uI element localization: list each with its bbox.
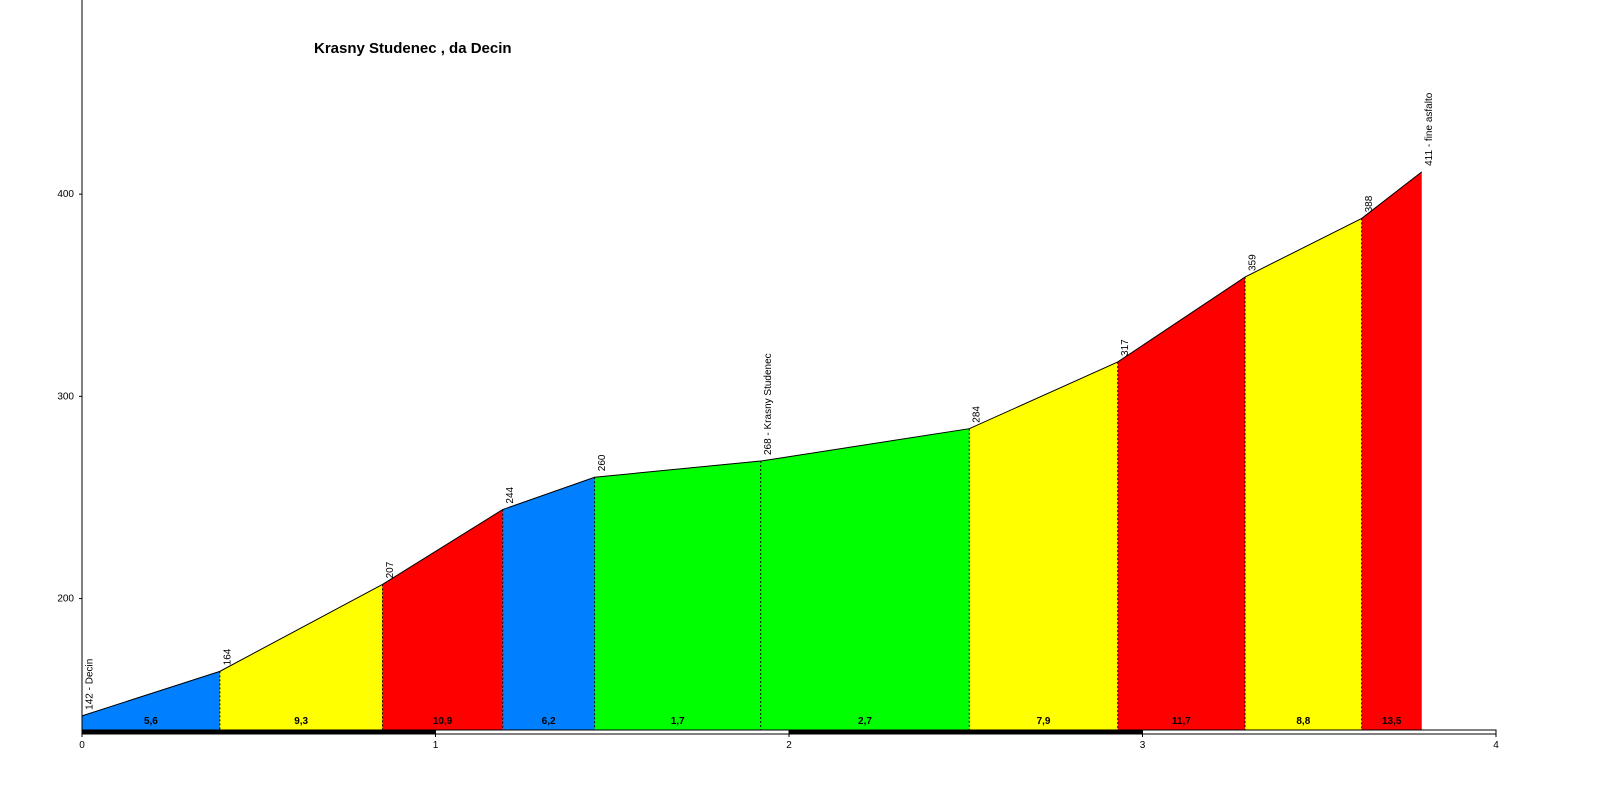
x-tick-label: 3 <box>1140 740 1146 751</box>
point-label: 268 - Krasny Studenec <box>763 353 774 455</box>
point-label: 164 <box>222 648 233 665</box>
grade-label: 1,7 <box>671 716 685 727</box>
grade-segment <box>1117 277 1246 730</box>
grade-segment <box>760 428 970 730</box>
grade-label: 11,7 <box>1172 716 1191 727</box>
grade-label: 2,7 <box>858 716 872 727</box>
x-tick-label: 2 <box>786 740 792 751</box>
y-tick-label: 400 <box>57 189 74 200</box>
grade-segment <box>82 671 220 730</box>
point-label: 388 <box>1364 195 1375 212</box>
scale-block <box>435 729 790 735</box>
y-tick-label: 200 <box>57 594 74 605</box>
point-label: 244 <box>505 486 516 503</box>
grade-label: 5,6 <box>144 716 158 727</box>
grade-segment <box>969 361 1118 730</box>
profile-line <box>81 171 1423 717</box>
x-tick-label: 1 <box>433 740 439 751</box>
point-label: 411 - fine asfalto <box>1424 92 1435 166</box>
x-tick-label: 0 <box>79 740 85 751</box>
point-label: 359 <box>1247 254 1258 271</box>
point-label: 142 - Decin <box>84 659 95 710</box>
grade-segment <box>219 584 383 730</box>
grade-segment <box>594 461 761 730</box>
grade-label: 8,8 <box>1296 716 1310 727</box>
scale-block <box>81 729 436 735</box>
grade-label: 6,2 <box>542 716 556 727</box>
grade-label: 13,5 <box>1382 716 1402 727</box>
point-label: 207 <box>385 561 396 578</box>
point-label: 284 <box>972 406 983 423</box>
grade-segment <box>382 509 503 730</box>
y-tick-label: 300 <box>57 391 74 402</box>
grade-label: 10,9 <box>433 716 453 727</box>
grade-segment <box>502 477 595 730</box>
x-tick-label: 4 <box>1493 740 1499 751</box>
chart-title: Krasny Studenec , da Decin <box>314 40 512 57</box>
grade-segment <box>1245 218 1362 730</box>
scale-block <box>1142 729 1497 735</box>
point-label: 260 <box>597 454 608 471</box>
scale-block <box>788 729 1143 735</box>
grade-label: 7,9 <box>1037 716 1051 727</box>
grade-segment <box>1361 171 1422 730</box>
grade-label: 9,3 <box>294 716 308 727</box>
point-label: 317 <box>1120 339 1131 356</box>
